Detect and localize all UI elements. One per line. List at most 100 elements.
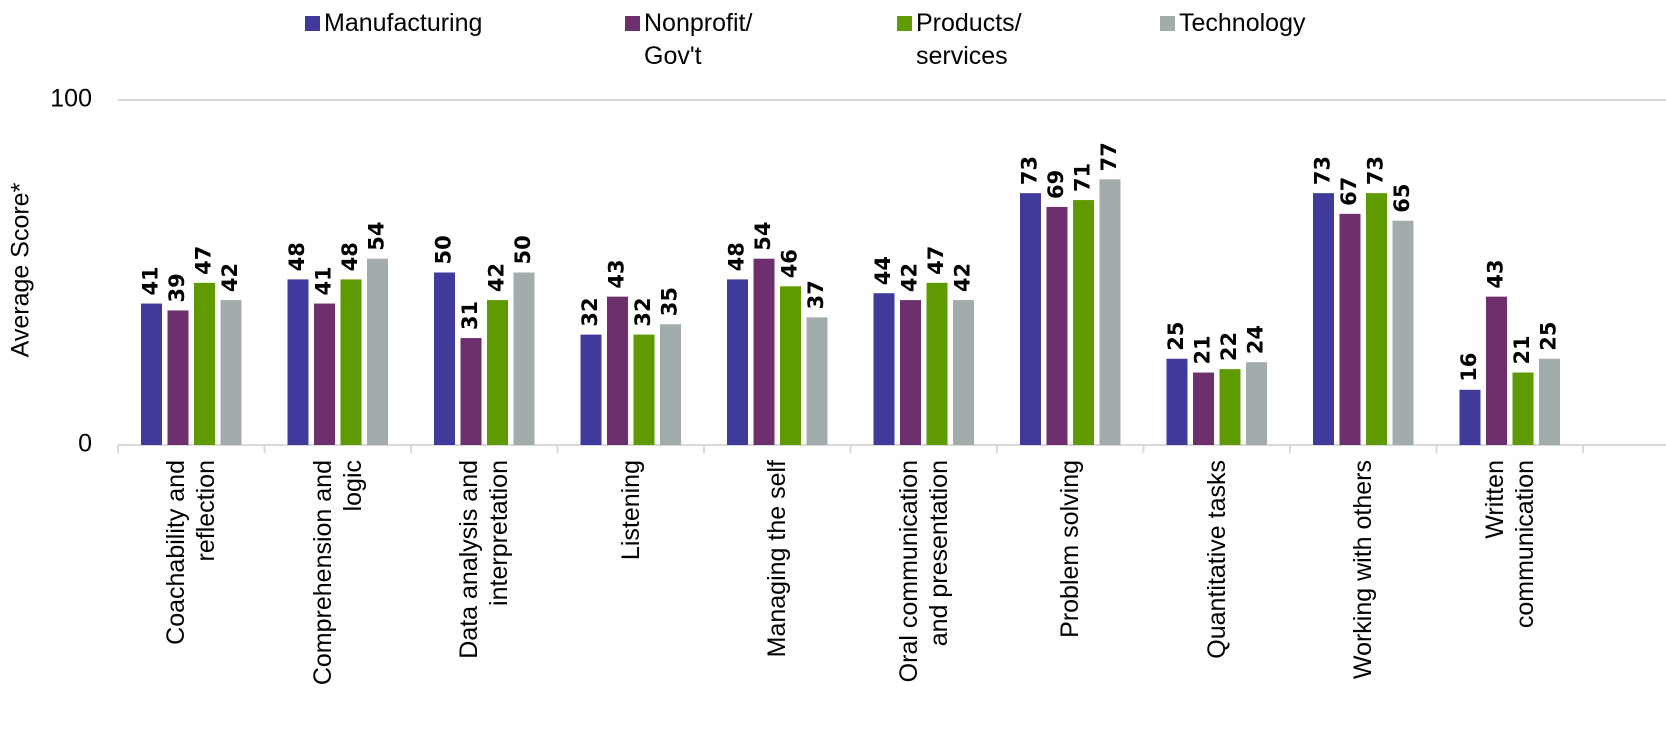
value-label: 25 — [1164, 322, 1188, 351]
value-label: 42 — [951, 263, 975, 292]
bar — [1073, 200, 1094, 445]
value-label: 32 — [631, 297, 655, 326]
bar — [900, 300, 921, 445]
legend-label: Products/ services — [916, 9, 1022, 70]
bar — [1339, 213, 1361, 445]
bar — [367, 258, 388, 445]
bar — [607, 296, 628, 445]
x-tick-label: Coachability and reflection — [162, 460, 221, 645]
value-label: 77 — [1097, 142, 1121, 171]
value-label: 32 — [578, 297, 602, 326]
value-label: 24 — [1244, 325, 1268, 354]
value-label: 73 — [1364, 156, 1388, 185]
value-label: 73 — [1311, 156, 1335, 185]
bar — [1313, 193, 1334, 445]
bar — [1392, 220, 1414, 445]
value-label: 39 — [165, 273, 189, 302]
y-tick-label: 100 — [50, 85, 92, 113]
value-label: 37 — [804, 280, 828, 309]
value-label: 48 — [338, 242, 362, 271]
bar — [487, 300, 508, 445]
bar — [953, 300, 974, 445]
bar — [753, 258, 775, 445]
y-tick-label: 0 — [78, 430, 92, 458]
value-label: 67 — [1337, 177, 1361, 206]
legend-swatch — [1160, 16, 1175, 31]
value-label: 22 — [1217, 332, 1241, 361]
value-label: 71 — [1071, 163, 1095, 192]
value-label: 21 — [1510, 335, 1534, 364]
legend-swatch — [305, 16, 320, 31]
value-label: 42 — [898, 263, 922, 292]
bar — [141, 303, 162, 445]
x-tick-label: Managing the self — [763, 460, 792, 658]
bar — [1459, 389, 1481, 445]
value-label: 42 — [218, 263, 242, 292]
x-tick-label: Listening — [616, 460, 645, 561]
value-label: 35 — [658, 287, 682, 316]
x-tick-label: Oral communication and presentation — [894, 460, 953, 683]
value-label: 31 — [458, 301, 482, 330]
value-label: 69 — [1044, 170, 1068, 199]
bar — [1366, 193, 1387, 445]
value-label: 50 — [432, 235, 456, 264]
value-label: 50 — [511, 235, 535, 264]
value-label: 47 — [192, 246, 216, 275]
bar — [580, 334, 602, 445]
value-label: 48 — [725, 242, 749, 271]
x-tick-label: Written communication — [1480, 460, 1539, 629]
bar — [1512, 372, 1534, 445]
value-label: 65 — [1390, 184, 1414, 213]
bar — [1246, 362, 1267, 445]
bar — [167, 310, 189, 445]
x-tick-label: Quantitative tasks — [1202, 460, 1231, 659]
bar — [1046, 206, 1068, 445]
bar — [727, 279, 748, 445]
bar — [340, 279, 362, 445]
value-label: 73 — [1018, 156, 1042, 185]
x-tick-label: Comprehension and logic — [308, 460, 367, 686]
bar — [1219, 369, 1241, 445]
value-label: 42 — [485, 263, 509, 292]
value-label: 43 — [1484, 259, 1508, 288]
bar — [806, 317, 828, 445]
value-label: 43 — [605, 259, 629, 288]
bar — [194, 282, 215, 445]
value-label: 16 — [1457, 353, 1481, 382]
value-label: 46 — [778, 249, 802, 278]
value-label: 48 — [285, 242, 309, 271]
bar — [873, 293, 895, 445]
bar — [780, 286, 801, 445]
value-label: 21 — [1191, 335, 1215, 364]
x-tick-label: Problem solving — [1056, 460, 1085, 638]
value-label: 54 — [751, 221, 775, 250]
legend-label: Nonprofit/ Gov't — [644, 9, 753, 70]
bar — [314, 303, 335, 445]
x-tick-label: Data analysis and interpretation — [455, 460, 514, 659]
bar — [633, 334, 655, 445]
legend-label: Manufacturing — [324, 9, 483, 37]
bar — [1193, 372, 1214, 445]
bar — [287, 279, 309, 445]
bar — [220, 300, 242, 445]
bar — [1539, 358, 1560, 445]
x-tick-label: Working with others — [1349, 460, 1378, 680]
bar — [1020, 193, 1041, 445]
legend-swatch — [897, 16, 912, 31]
bar — [460, 338, 482, 445]
bar — [660, 324, 681, 445]
value-label: 41 — [312, 266, 336, 295]
value-label: 44 — [871, 256, 895, 285]
legend-label: Technology — [1179, 9, 1306, 37]
value-label: 54 — [365, 221, 389, 250]
y-axis-label: Average Score* — [7, 182, 35, 357]
value-label: 47 — [924, 246, 948, 275]
bar — [1099, 179, 1121, 445]
value-label: 41 — [139, 266, 163, 295]
bar — [1166, 358, 1188, 445]
bar — [513, 272, 535, 445]
legend-swatch — [625, 16, 640, 31]
bar — [1486, 296, 1507, 445]
